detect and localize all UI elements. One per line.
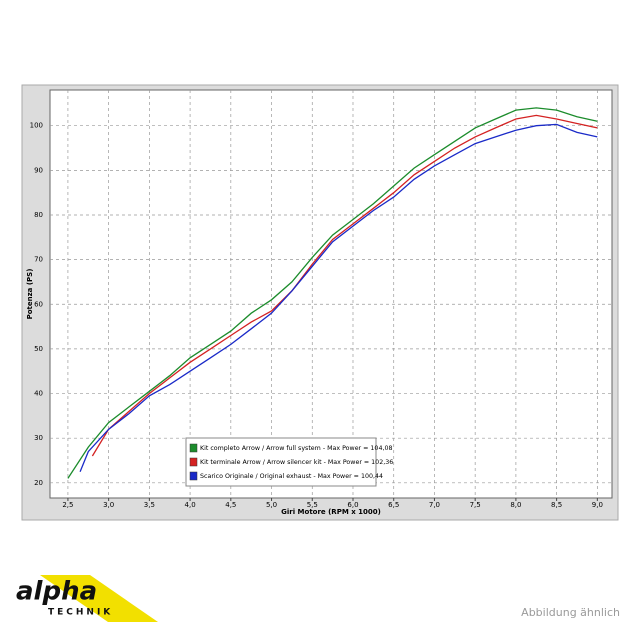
legend-box: [185, 437, 377, 487]
logo-shape: [40, 575, 158, 622]
y-tick-label: 100: [30, 122, 43, 130]
x-tick-label: 6,0: [347, 501, 358, 509]
x-tick-label: 6,5: [388, 501, 399, 509]
x-tick-label: 8,0: [510, 501, 521, 509]
x-tick-label: 5,5: [307, 501, 318, 509]
legend-swatch: [189, 443, 198, 453]
x-tick-label: 5,0: [266, 501, 277, 509]
x-tick-label: 3,0: [103, 501, 114, 509]
legend-swatch: [189, 457, 198, 467]
y-tick-label: 80: [34, 211, 43, 219]
legend-swatch: [189, 471, 198, 481]
y-tick-label: 40: [34, 390, 43, 398]
y-tick-label: 70: [34, 256, 43, 264]
x-tick-label: 4,0: [185, 501, 196, 509]
x-tick-label: 7,5: [470, 501, 481, 509]
x-tick-label: 8,5: [551, 501, 562, 509]
x-tick-label: 3,5: [144, 501, 155, 509]
legend-label: Kit completo Arrow / Arrow full system -…: [200, 445, 392, 452]
x-axis-label: Giri Motore (RPM x 1000): [281, 508, 381, 516]
series-line: [67, 107, 598, 479]
y-tick-label: 90: [34, 166, 43, 174]
y-tick-label: 20: [34, 479, 43, 487]
y-tick-label: 60: [34, 300, 43, 308]
x-tick-label: 4,5: [225, 501, 236, 509]
x-tick-label: 9,0: [592, 501, 603, 509]
x-tick-label: 7,0: [429, 501, 440, 509]
y-tick-label: 50: [34, 345, 43, 353]
legend-label: Kit terminale Arrow / Arrow silencer kit…: [200, 459, 393, 466]
series-line: [91, 114, 598, 457]
x-tick-label: 2,5: [62, 501, 73, 509]
logo-text: alpha: [16, 577, 97, 607]
logo-subtext: TECHNIK: [48, 608, 113, 618]
plot-area: [49, 89, 613, 499]
y-tick-label: 30: [34, 434, 43, 442]
y-axis-label: Potenza (PS): [26, 269, 34, 320]
caption: Abbildung ähnlich: [521, 606, 620, 619]
legend-label: Scarico Originale / Original exhaust - M…: [200, 473, 383, 480]
series-line: [79, 123, 598, 472]
